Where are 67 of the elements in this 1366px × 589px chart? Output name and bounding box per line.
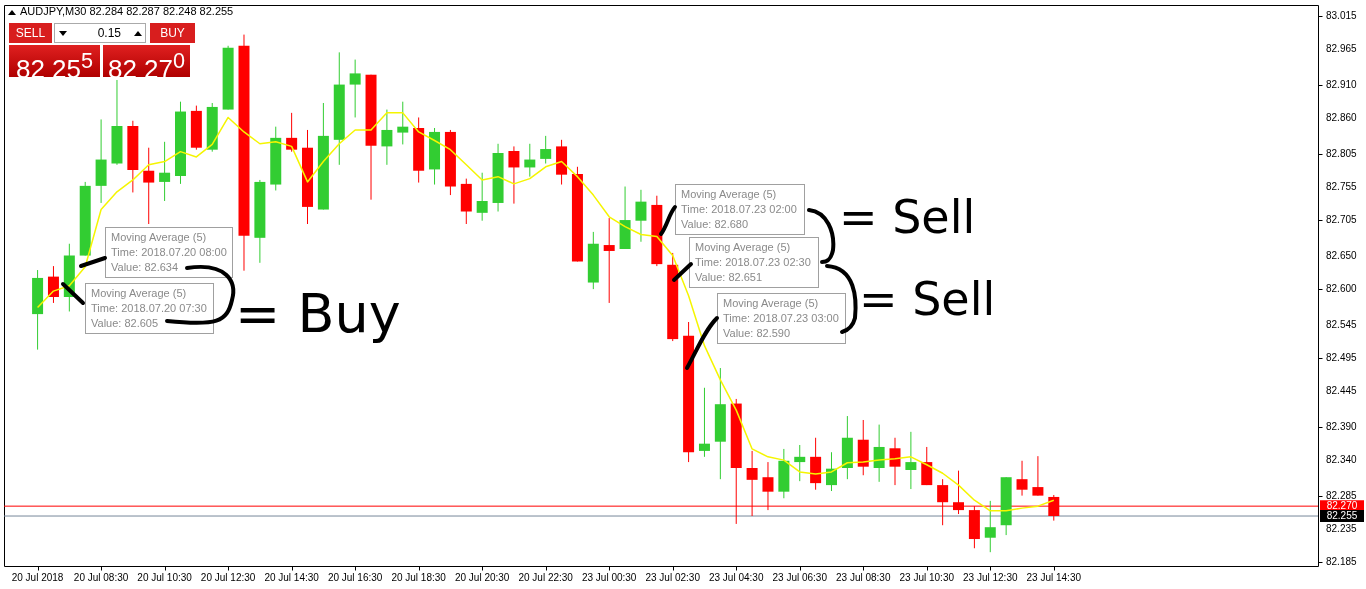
y-tick-label: 82.445 [1326, 385, 1358, 397]
x-tick-label: 20 Jul 20:30 [454, 572, 510, 583]
candlestick [905, 431, 917, 490]
candlestick [286, 112, 298, 153]
candlestick [603, 217, 615, 304]
y-tick-label: 82.650 [1326, 250, 1358, 262]
x-tick-label: 23 Jul 08:30 [836, 572, 891, 583]
candlestick [635, 189, 647, 243]
number-field: 0.15 [54, 23, 146, 43]
candlestick [1016, 460, 1028, 497]
x-tick-label: 20 Jul 08:30 [73, 572, 129, 583]
candlestick [143, 147, 155, 225]
x-tick-label: 20 Jul 12:30 [200, 572, 256, 583]
y-tick-label: 82.285 [1326, 490, 1358, 502]
candlestick [540, 135, 552, 164]
annotation: = Buy [235, 282, 401, 345]
y-tick-label: 82.390 [1326, 421, 1358, 433]
ref-line-label: 82.270 [1326, 500, 1358, 512]
candlestick [397, 101, 409, 145]
x-tick-label: 23 Jul 04:30 [708, 572, 764, 583]
candlestick [889, 437, 901, 486]
candlestick [873, 424, 885, 483]
x-tick-label: 23 Jul 12:30 [963, 572, 1018, 583]
button: BUY [150, 23, 195, 43]
y-tick-label: 82.705 [1326, 214, 1358, 226]
y-tick-label: 82.755 [1326, 181, 1358, 193]
chart-title: AUDJPY,M30 82.284 82.287 82.248 82.255 [20, 5, 234, 17]
x-tick-label: 20 Jul 22:30 [518, 572, 574, 583]
x-tick-label: 20 Jul 16:30 [327, 572, 383, 583]
candlestick [794, 444, 806, 482]
x-tick-label: 23 Jul 02:30 [645, 572, 701, 583]
candlestick [1032, 455, 1044, 497]
annotation: Moving Average (5) Time: 2018.07.23 02:00 Value: 82.680 [675, 184, 805, 235]
x-tick-label: 23 Jul 10:30 [899, 572, 955, 583]
x-tick-label: 23 Jul 00:30 [581, 572, 637, 583]
x-tick-label: 23 Jul 14:30 [1026, 572, 1082, 583]
button: SELL [9, 23, 52, 43]
ref-line-label: 82.255 [1326, 510, 1358, 522]
candlestick [508, 145, 520, 205]
y-tick-label: 82.545 [1326, 319, 1358, 331]
x-tick-label: 20 Jul 14:30 [264, 572, 320, 583]
annotation: Moving Average (5) Time: 2018.07.23 03:00 Value: 82.590 [717, 293, 846, 344]
y-tick-label: 82.965 [1326, 43, 1358, 55]
candlestick [984, 500, 996, 553]
annotation: Moving Average (5) Time: 2018.07.23 02:30 Value: 82.651 [689, 237, 819, 288]
candlestick [159, 141, 171, 202]
annotation: = Sell [859, 272, 996, 326]
candlestick [381, 109, 393, 166]
x-tick-label: 23 Jul 06:30 [772, 572, 828, 583]
y-tick-label: 83.015 [1326, 10, 1358, 22]
y-tick-label: 82.235 [1326, 523, 1358, 535]
y-tick-label: 82.600 [1326, 283, 1358, 295]
y-tick-label: 82.860 [1326, 112, 1358, 124]
candlestick [698, 387, 710, 458]
x-tick-label: 20 Jul 10:30 [137, 572, 193, 583]
y-tick-label: 82.910 [1326, 79, 1358, 91]
x-tick-label: 20 Jul 18:30 [391, 572, 447, 583]
annotation: Moving Average (5) Time: 2018.07.20 07:30 Value: 82.605 [85, 283, 214, 334]
y-tick-label: 82.495 [1326, 352, 1358, 364]
y-tick-label: 82.805 [1326, 148, 1358, 160]
y-tick-label: 82.185 [1326, 556, 1358, 568]
annotation: = Sell [839, 190, 976, 244]
x-tick-label: 20 Jul 2018 [11, 572, 64, 583]
y-tick-label: 82.340 [1326, 454, 1358, 466]
candlestick [476, 172, 488, 222]
candlestick [349, 59, 361, 118]
annotation: Moving Average (5) Time: 2018.07.20 08:00 Value: 82.634 [105, 227, 233, 278]
